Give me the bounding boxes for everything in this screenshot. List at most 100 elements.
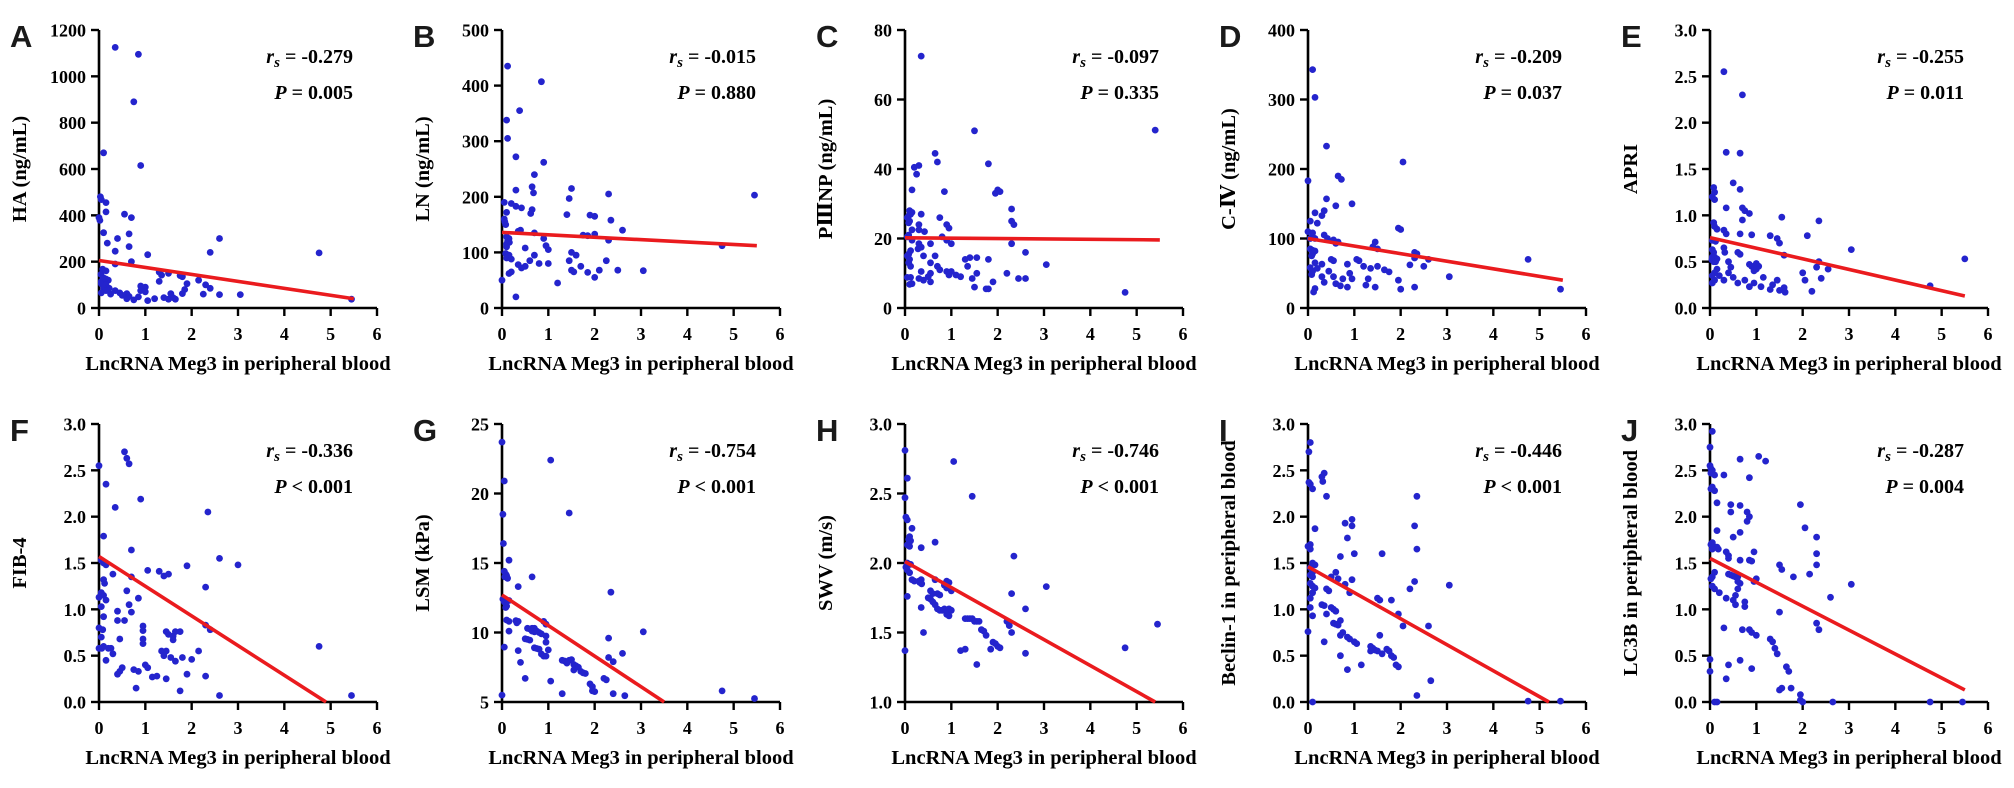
data-point bbox=[1773, 650, 1781, 658]
data-point bbox=[504, 62, 511, 70]
data-point bbox=[973, 661, 981, 668]
data-point bbox=[100, 532, 107, 540]
data-point bbox=[99, 626, 107, 634]
data-point bbox=[1311, 525, 1319, 533]
data-point bbox=[591, 688, 599, 695]
x-axis-ticks: 0 1 2 3 4 5 6 bbox=[1304, 308, 1591, 344]
data-point bbox=[531, 171, 538, 179]
data-point bbox=[920, 252, 927, 260]
y-axis-ticks: 0.0 0.5 1.0 1.5 2.0 2.5 3.0 bbox=[1273, 415, 1308, 713]
y-tick-label: 40 bbox=[874, 160, 892, 180]
panel-letter: I bbox=[1219, 413, 1228, 448]
data-point bbox=[1759, 274, 1767, 281]
data-point bbox=[563, 211, 571, 219]
x-tick-label: 0 bbox=[95, 324, 104, 344]
data-point bbox=[139, 640, 147, 647]
data-point bbox=[1557, 285, 1564, 293]
panel-h: 1.0 1.5 2.0 2.5 3.0 0 1 2 3 4 5 6 LncRNA Meg3 in per… bbox=[806, 394, 1209, 788]
y-tick-label: 1.5 bbox=[1273, 554, 1296, 574]
x-tick-label: 1 bbox=[544, 718, 553, 738]
data-point bbox=[1323, 610, 1330, 618]
data-point bbox=[1154, 620, 1161, 628]
spearman-r-annotation: rs = -0.746 bbox=[1072, 440, 1159, 465]
data-point bbox=[102, 199, 110, 207]
y-tick-label: 20 bbox=[874, 229, 892, 249]
data-point bbox=[499, 510, 507, 518]
y-tick-label: 1.5 bbox=[64, 554, 87, 574]
data-point bbox=[1750, 267, 1758, 275]
data-point bbox=[1309, 698, 1316, 706]
data-point bbox=[1736, 455, 1744, 463]
data-point bbox=[505, 627, 513, 635]
data-point bbox=[1715, 272, 1723, 279]
x-tick-label: 2 bbox=[187, 324, 196, 344]
data-point bbox=[1332, 202, 1340, 210]
x-tick-label: 6 bbox=[373, 718, 382, 738]
panel-letter: G bbox=[413, 413, 437, 448]
y-axis-title: APRI bbox=[1620, 144, 1642, 194]
y-tick-label: 10 bbox=[471, 623, 489, 643]
data-point bbox=[1306, 545, 1314, 553]
regression-line bbox=[98, 554, 328, 704]
data-point bbox=[1420, 262, 1428, 270]
y-tick-label: 3.0 bbox=[1675, 415, 1698, 435]
data-point bbox=[595, 266, 603, 274]
data-point bbox=[1720, 624, 1728, 632]
data-point bbox=[1309, 612, 1316, 620]
data-point bbox=[125, 460, 133, 468]
data-point bbox=[921, 228, 928, 236]
data-point bbox=[114, 617, 121, 624]
spearman-r-annotation: rs = -0.279 bbox=[266, 46, 353, 71]
data-point bbox=[505, 618, 513, 625]
panel-f-scatter-plot: 0.0 0.5 1.0 1.5 2.0 2.5 3.0 0 1 2 3 4 5 6 LncRNA Meg3 … bbox=[9, 413, 391, 769]
panel-e: 0.0 0.5 1.0 1.5 2.0 2.5 3.0 0 1 2 3 4 5 6 LncRNA Meg3 … bbox=[1611, 0, 2014, 394]
y-tick-label: 15 bbox=[471, 554, 489, 574]
data-point bbox=[903, 593, 911, 600]
data-point bbox=[914, 245, 922, 253]
data-point bbox=[996, 644, 1004, 652]
data-point bbox=[1736, 580, 1744, 587]
data-point bbox=[1713, 698, 1721, 706]
data-point bbox=[517, 659, 524, 666]
data-point bbox=[1771, 644, 1779, 652]
x-axis-title: LncRNA Meg3 in peripheral blood bbox=[1294, 747, 1600, 769]
x-axis-ticks: 0 1 2 3 4 5 6 bbox=[95, 702, 382, 738]
panel-letter: E bbox=[1621, 19, 1642, 54]
data-point bbox=[1311, 259, 1319, 267]
y-tick-label: 3.0 bbox=[64, 415, 87, 435]
x-tick-label: 6 bbox=[1984, 324, 1993, 344]
data-point bbox=[1427, 677, 1435, 685]
data-point bbox=[1736, 230, 1744, 238]
data-point bbox=[169, 636, 177, 644]
data-point bbox=[95, 593, 103, 601]
data-point bbox=[127, 214, 135, 222]
data-point bbox=[500, 540, 507, 547]
data-point bbox=[931, 538, 939, 546]
data-point bbox=[1022, 649, 1029, 657]
data-point bbox=[179, 290, 186, 297]
scatter-points bbox=[1706, 428, 1966, 706]
data-point bbox=[920, 276, 927, 284]
x-axis-title: LncRNA Meg3 in peripheral blood bbox=[488, 353, 794, 375]
data-point bbox=[1748, 231, 1756, 239]
y-tick-label: 400 bbox=[462, 76, 489, 96]
data-point bbox=[1813, 533, 1820, 541]
data-point bbox=[1961, 255, 1969, 263]
data-point bbox=[987, 645, 995, 653]
data-point bbox=[544, 646, 552, 654]
data-point bbox=[1385, 268, 1393, 276]
panel-letter: H bbox=[816, 413, 838, 448]
data-point bbox=[985, 160, 992, 168]
data-point bbox=[144, 297, 152, 304]
spearman-r-annotation: rs = -0.097 bbox=[1072, 46, 1159, 71]
x-tick-label: 2 bbox=[993, 324, 1002, 344]
data-point bbox=[123, 295, 131, 303]
data-point bbox=[538, 78, 545, 86]
data-point bbox=[1121, 644, 1129, 652]
y-tick-label: 300 bbox=[1268, 90, 1295, 110]
data-point bbox=[917, 544, 925, 552]
data-point bbox=[1406, 261, 1414, 269]
y-tick-label: 3.0 bbox=[1273, 415, 1296, 435]
data-point bbox=[96, 217, 104, 224]
x-tick-label: 6 bbox=[776, 718, 785, 738]
